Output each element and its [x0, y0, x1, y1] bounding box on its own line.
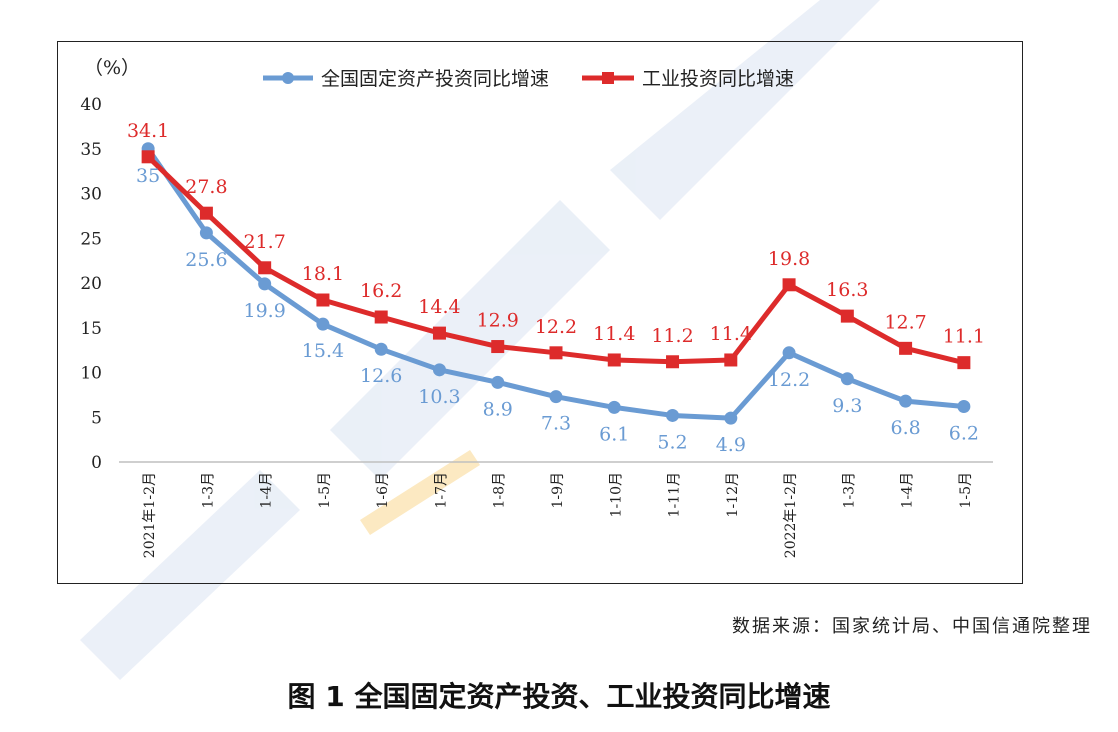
- data-point-industrial: [782, 278, 796, 292]
- data-point-fixed-asset: [199, 226, 213, 240]
- y-tick-label: 35: [80, 140, 102, 160]
- data-label-fixed-asset: 5.2: [657, 431, 687, 453]
- data-label-fixed-asset: 35: [136, 165, 160, 187]
- data-label-fixed-asset: 6.1: [599, 423, 629, 445]
- y-tick-label: 30: [80, 185, 102, 205]
- data-label-fixed-asset: 4.9: [716, 434, 746, 456]
- x-tick-label: 1-4月: [900, 472, 916, 509]
- data-label-industrial: 34.1: [127, 120, 169, 142]
- y-tick-label: 10: [80, 364, 102, 384]
- x-tick-label: 1-7月: [433, 472, 449, 509]
- data-point-industrial: [316, 293, 330, 307]
- data-label-fixed-asset: 12.6: [360, 365, 402, 387]
- data-point-industrial: [607, 353, 621, 367]
- y-tick-label: 0: [91, 453, 102, 473]
- data-point-industrial: [491, 340, 505, 354]
- y-tick-label: 25: [80, 229, 102, 249]
- data-point-fixed-asset: [432, 363, 446, 377]
- data-point-fixed-asset: [258, 277, 272, 291]
- data-label-industrial: 12.9: [477, 310, 519, 332]
- data-point-industrial: [666, 355, 680, 369]
- legend-marker-series2: [602, 72, 614, 84]
- data-point-industrial: [549, 346, 563, 360]
- data-point-fixed-asset: [491, 375, 505, 389]
- data-point-fixed-asset: [549, 390, 563, 404]
- y-unit-label: （%）: [84, 57, 140, 79]
- data-label-industrial: 19.8: [768, 248, 810, 270]
- data-point-fixed-asset: [374, 342, 388, 356]
- data-label-fixed-asset: 19.9: [244, 300, 286, 322]
- x-tick-label: 1-3月: [841, 472, 857, 509]
- x-tick-label: 1-6月: [375, 472, 391, 509]
- y-tick-label: 15: [80, 319, 102, 339]
- data-point-fixed-asset: [899, 394, 913, 408]
- data-point-fixed-asset: [782, 346, 796, 360]
- data-label-fixed-asset: 12.2: [768, 369, 810, 391]
- x-tick-label: 1-3月: [200, 472, 216, 509]
- data-label-fixed-asset: 25.6: [185, 249, 227, 271]
- legend-marker-series1: [282, 72, 294, 84]
- data-label-industrial: 16.3: [826, 279, 868, 301]
- data-point-industrial: [724, 353, 738, 367]
- data-label-industrial: 12.2: [535, 316, 577, 338]
- data-label-fixed-asset: 10.3: [418, 386, 460, 408]
- data-point-industrial: [840, 309, 854, 323]
- data-point-industrial: [432, 326, 446, 340]
- x-tick-label: 1-8月: [492, 472, 508, 509]
- data-point-industrial: [258, 261, 272, 275]
- data-label-industrial: 14.4: [418, 296, 460, 318]
- chart-frame: （%） 0 5 10 15 20 25 30 35 40 2021年1-2月 1-3月 1-4月 1-5月…: [57, 41, 1023, 584]
- x-tick-label: 1-10月: [608, 472, 624, 517]
- data-label-fixed-asset: 6.2: [949, 423, 979, 445]
- x-tick-label: 1-5月: [958, 472, 974, 509]
- data-label-industrial: 11.4: [593, 323, 635, 345]
- data-label-fixed-asset: 9.3: [832, 395, 862, 417]
- x-tick-label: 1-4月: [259, 472, 275, 509]
- y-tick-label: 5: [91, 408, 102, 428]
- legend-label-series1: 全国固定资产投资同比增速: [321, 68, 549, 90]
- data-source: 数据来源：国家统计局、中国信通院整理: [732, 616, 1092, 637]
- data-point-industrial: [374, 310, 388, 324]
- data-point-fixed-asset: [666, 408, 680, 422]
- data-point-fixed-asset: [724, 411, 738, 425]
- data-label-industrial: 18.1: [302, 263, 344, 285]
- x-tick-label: 2022年1-2月: [783, 472, 799, 558]
- x-tick-label: 1-11月: [667, 472, 683, 517]
- legend-label-series2: 工业投资同比增速: [642, 68, 794, 90]
- x-tick-label: 1-9月: [550, 472, 566, 509]
- data-label-fixed-asset: 6.8: [890, 417, 920, 439]
- data-label-industrial: 11.1: [943, 326, 985, 348]
- data-point-fixed-asset: [607, 400, 621, 414]
- data-point-industrial: [899, 341, 913, 355]
- data-label-fixed-asset: 7.3: [541, 413, 571, 435]
- data-label-industrial: 16.2: [360, 280, 402, 302]
- data-label-industrial: 21.7: [244, 231, 286, 253]
- data-point-industrial: [141, 150, 155, 164]
- data-point-fixed-asset: [840, 372, 854, 386]
- x-tick-label: 1-12月: [725, 472, 741, 517]
- data-label-industrial: 11.2: [651, 325, 693, 347]
- data-label-fixed-asset: 8.9: [483, 398, 513, 420]
- line-chart: （%） 0 5 10 15 20 25 30 35 40 2021年1-2月 1-3月 1-4月 1-5月…: [80, 57, 993, 558]
- data-point-industrial: [957, 356, 971, 370]
- figure-caption: 图 1 全国固定资产投资、工业投资同比增速: [287, 680, 831, 713]
- data-point-fixed-asset: [316, 317, 330, 331]
- y-tick-label: 20: [80, 274, 102, 294]
- data-point-fixed-asset: [957, 400, 971, 414]
- data-point-industrial: [199, 206, 213, 220]
- data-label-industrial: 11.4: [710, 323, 752, 345]
- data-label-fixed-asset: 15.4: [302, 340, 344, 362]
- x-tick-label: 1-5月: [317, 472, 333, 509]
- x-tick-label: 2021年1-2月: [142, 472, 158, 558]
- y-tick-label: 40: [80, 95, 102, 115]
- data-label-industrial: 27.8: [185, 176, 227, 198]
- data-label-industrial: 12.7: [884, 311, 926, 333]
